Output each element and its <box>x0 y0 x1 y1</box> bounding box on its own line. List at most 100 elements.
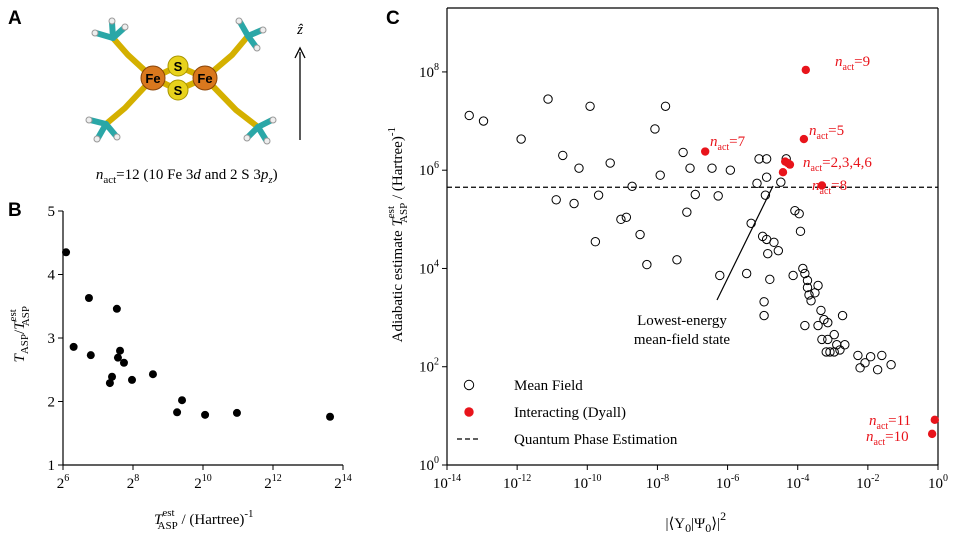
caption: nact=12 (10 Fe 3d and 2 S 3pz) <box>77 167 289 186</box>
data-point <box>837 310 848 321</box>
x-axis-label: |⟨Υ0|Ψ0⟩|2 <box>647 508 738 535</box>
data-point <box>795 226 806 237</box>
label-part: / (Hartree) <box>178 512 245 528</box>
data-point <box>776 177 786 187</box>
data-point <box>113 353 122 362</box>
label-part: est <box>7 309 19 321</box>
data-point <box>690 189 700 200</box>
data-point <box>794 209 804 219</box>
data-point <box>865 352 876 362</box>
tick-label: 108 <box>419 62 439 81</box>
tick-label-exponent: 8 <box>434 62 439 73</box>
data-point <box>806 296 816 306</box>
tick-label-base: 10 <box>419 458 434 474</box>
data-point <box>173 408 182 417</box>
tick-label-base: 10 <box>856 476 871 492</box>
data-point <box>835 345 845 355</box>
tick-label-exponent: 8 <box>134 473 139 484</box>
tick-label-base: 10 <box>573 476 588 492</box>
tick-label: 1 <box>48 458 56 474</box>
tick-label-base: 10 <box>503 476 518 492</box>
tick-label-exponent: 10 <box>202 473 212 484</box>
data-point <box>765 274 775 285</box>
tick-label-base: 2 <box>194 476 202 492</box>
tick-label-exponent: 4 <box>434 258 439 269</box>
data-point <box>860 358 870 368</box>
atom-label: Fe <box>197 71 212 86</box>
tick-label: 2 <box>48 395 56 411</box>
label-part: T <box>12 320 28 330</box>
label-part: -1 <box>386 127 398 136</box>
tick-label-exponent: -6 <box>731 473 739 484</box>
data-point <box>593 190 604 200</box>
annotation-part: act <box>811 163 823 174</box>
caption-part: =12 (10 Fe 3 <box>116 167 193 183</box>
data-point <box>707 163 717 173</box>
tick-label: 28 <box>127 473 140 492</box>
data-point <box>551 195 561 205</box>
data-point <box>760 190 771 200</box>
legend-label: Interacting (Dyall) <box>514 405 626 421</box>
label-part: ASP <box>19 334 31 354</box>
annotation-part: act <box>877 421 889 432</box>
tick-label: 106 <box>419 160 439 179</box>
data-point <box>754 154 764 164</box>
data-point <box>855 363 865 373</box>
caption-part: d <box>193 167 201 183</box>
panel-label: C <box>386 8 400 29</box>
annotation-part: =10 <box>885 429 908 445</box>
data-point <box>650 124 660 134</box>
tick-label: 210 <box>194 473 212 492</box>
data-point <box>804 290 814 300</box>
data-point <box>84 293 93 302</box>
tick-label: 10-14 <box>433 473 461 492</box>
data-point <box>877 350 887 361</box>
tick-label-exponent: -8 <box>661 473 669 484</box>
data-point <box>816 305 826 316</box>
data-point <box>605 158 615 168</box>
annotation-part: =11 <box>888 413 911 429</box>
tick-label-exponent: 0 <box>943 473 948 484</box>
annotation-part: act <box>817 131 829 142</box>
data-point <box>761 172 772 182</box>
tick-label-exponent: -14 <box>448 473 461 484</box>
label-part: T <box>390 217 406 227</box>
atom-label: S <box>174 83 183 98</box>
data-point <box>817 181 827 190</box>
annotation-part: act <box>820 186 832 197</box>
label-part: 2 <box>720 509 726 523</box>
data-point <box>178 396 187 405</box>
data-point <box>585 101 595 111</box>
data-point <box>660 101 671 111</box>
annotation-part: n <box>803 155 811 171</box>
tick-label-base: 2 <box>334 476 342 492</box>
data-point <box>769 237 779 248</box>
callout-text: Lowest-energy <box>637 313 727 329</box>
data-point <box>478 116 489 126</box>
tick-label-exponent: -10 <box>588 473 601 484</box>
data-point <box>813 280 823 291</box>
tick-label-base: 10 <box>419 163 434 179</box>
tick-label-base: 10 <box>419 65 434 81</box>
label-part: ASP <box>398 203 410 223</box>
data-point <box>761 154 772 164</box>
tick-label: 10-6 <box>716 473 739 492</box>
tick-label-base: 10 <box>419 261 434 277</box>
data-point <box>802 275 813 286</box>
callout-text: mean-field state <box>634 332 731 348</box>
data-point <box>116 346 125 355</box>
tick-label-base: 2 <box>127 476 135 492</box>
data-point <box>516 134 526 144</box>
data-point <box>741 268 752 279</box>
data-point <box>86 351 95 360</box>
data-point <box>800 320 810 331</box>
data-point <box>682 207 692 217</box>
caption-part: z <box>267 174 273 186</box>
data-point <box>800 268 810 279</box>
legend-label: Quantum Phase Estimation <box>514 432 678 448</box>
caption-part: act <box>103 174 116 186</box>
label-part: ASP <box>158 520 178 532</box>
data-point <box>798 263 808 274</box>
data-point <box>802 282 813 293</box>
